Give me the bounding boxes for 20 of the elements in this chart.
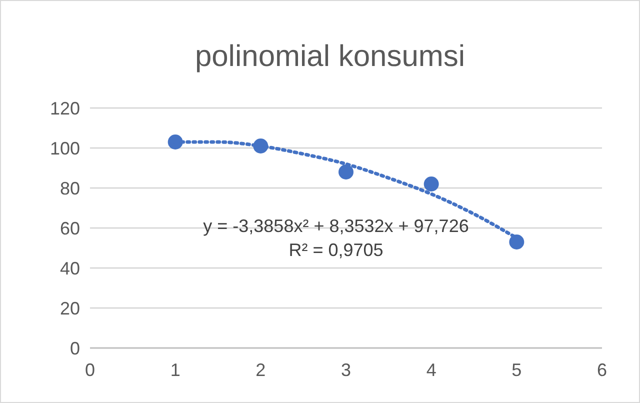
point <box>424 176 439 192</box>
x-tick-label: 0 <box>84 360 96 380</box>
y-tick-label: 100 <box>50 138 80 158</box>
annotation: y = -3,3858x² + 8,3532x + 97,726 <box>203 216 469 236</box>
y-tick-label: 80 <box>60 178 80 198</box>
x-tick-label: 6 <box>596 360 608 380</box>
y-tick-label: 0 <box>70 338 80 358</box>
y-tick-label: 60 <box>60 218 80 238</box>
x-tick-label: 5 <box>512 360 522 380</box>
x-tick-label: 2 <box>256 360 266 380</box>
x-tick-label: 1 <box>170 360 180 380</box>
y-tick-label: 120 <box>50 98 80 118</box>
y-tick-label: 40 <box>60 258 80 278</box>
point <box>338 164 354 180</box>
y-tick-label: 20 <box>60 298 80 318</box>
chart-title: polinomial konsumsi <box>194 40 466 73</box>
point <box>509 234 524 250</box>
annotation: R² = 0,9705 <box>288 240 384 260</box>
x-tick-label: 4 <box>426 360 436 380</box>
x-tick-label: 3 <box>340 360 352 380</box>
